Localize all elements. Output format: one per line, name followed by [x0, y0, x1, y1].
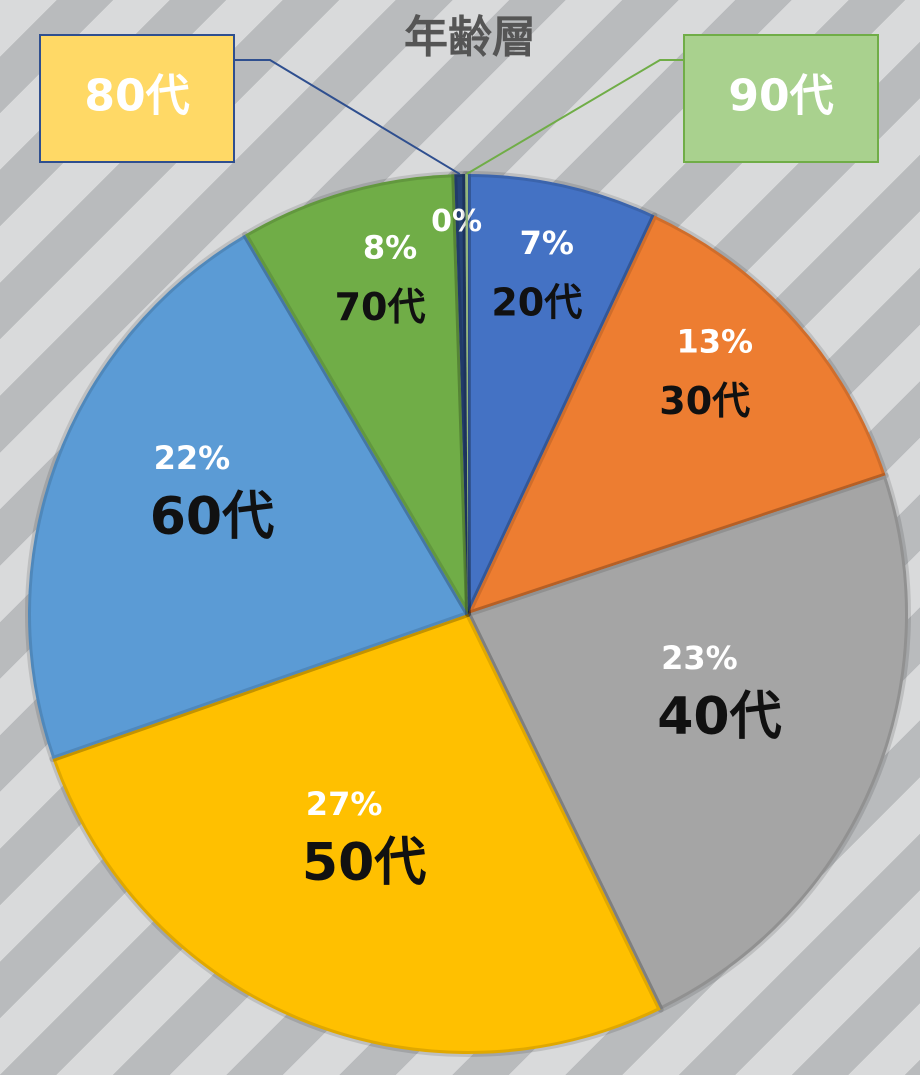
slice-category-label: 70代: [335, 285, 426, 329]
slice-category-label: 40代: [657, 687, 781, 747]
leader-line: [234, 60, 460, 174]
slice-value-label: 0%: [431, 204, 482, 239]
chart: 年齢層 20代 7% 30代 13% 40代 23% 50代 27% 60代 22% 70代 8% 80…: [0, 0, 920, 1075]
slice-category-label: 20代: [491, 280, 582, 324]
callout-category-label: 90代: [728, 71, 833, 122]
chart-title: 年齢層: [404, 12, 536, 63]
slice-category-label: 50代: [302, 833, 426, 893]
slice-value-label: 23%: [661, 639, 738, 677]
slice-category-label: 30代: [659, 379, 750, 423]
slice-value-label: 22%: [154, 439, 231, 477]
leader-line: [467, 60, 684, 174]
slice-value-label: 8%: [363, 229, 417, 267]
slice-category-label: 60代: [150, 487, 274, 547]
slice-value-label: 27%: [306, 785, 383, 823]
callout-category-label: 80代: [84, 71, 189, 122]
page: {"chart_data": {"type": "pie", "title": …: [0, 0, 920, 1075]
slice-value-label: 7%: [520, 224, 574, 262]
slice-value-label: 13%: [676, 322, 753, 360]
pie-slice: [465, 174, 468, 614]
